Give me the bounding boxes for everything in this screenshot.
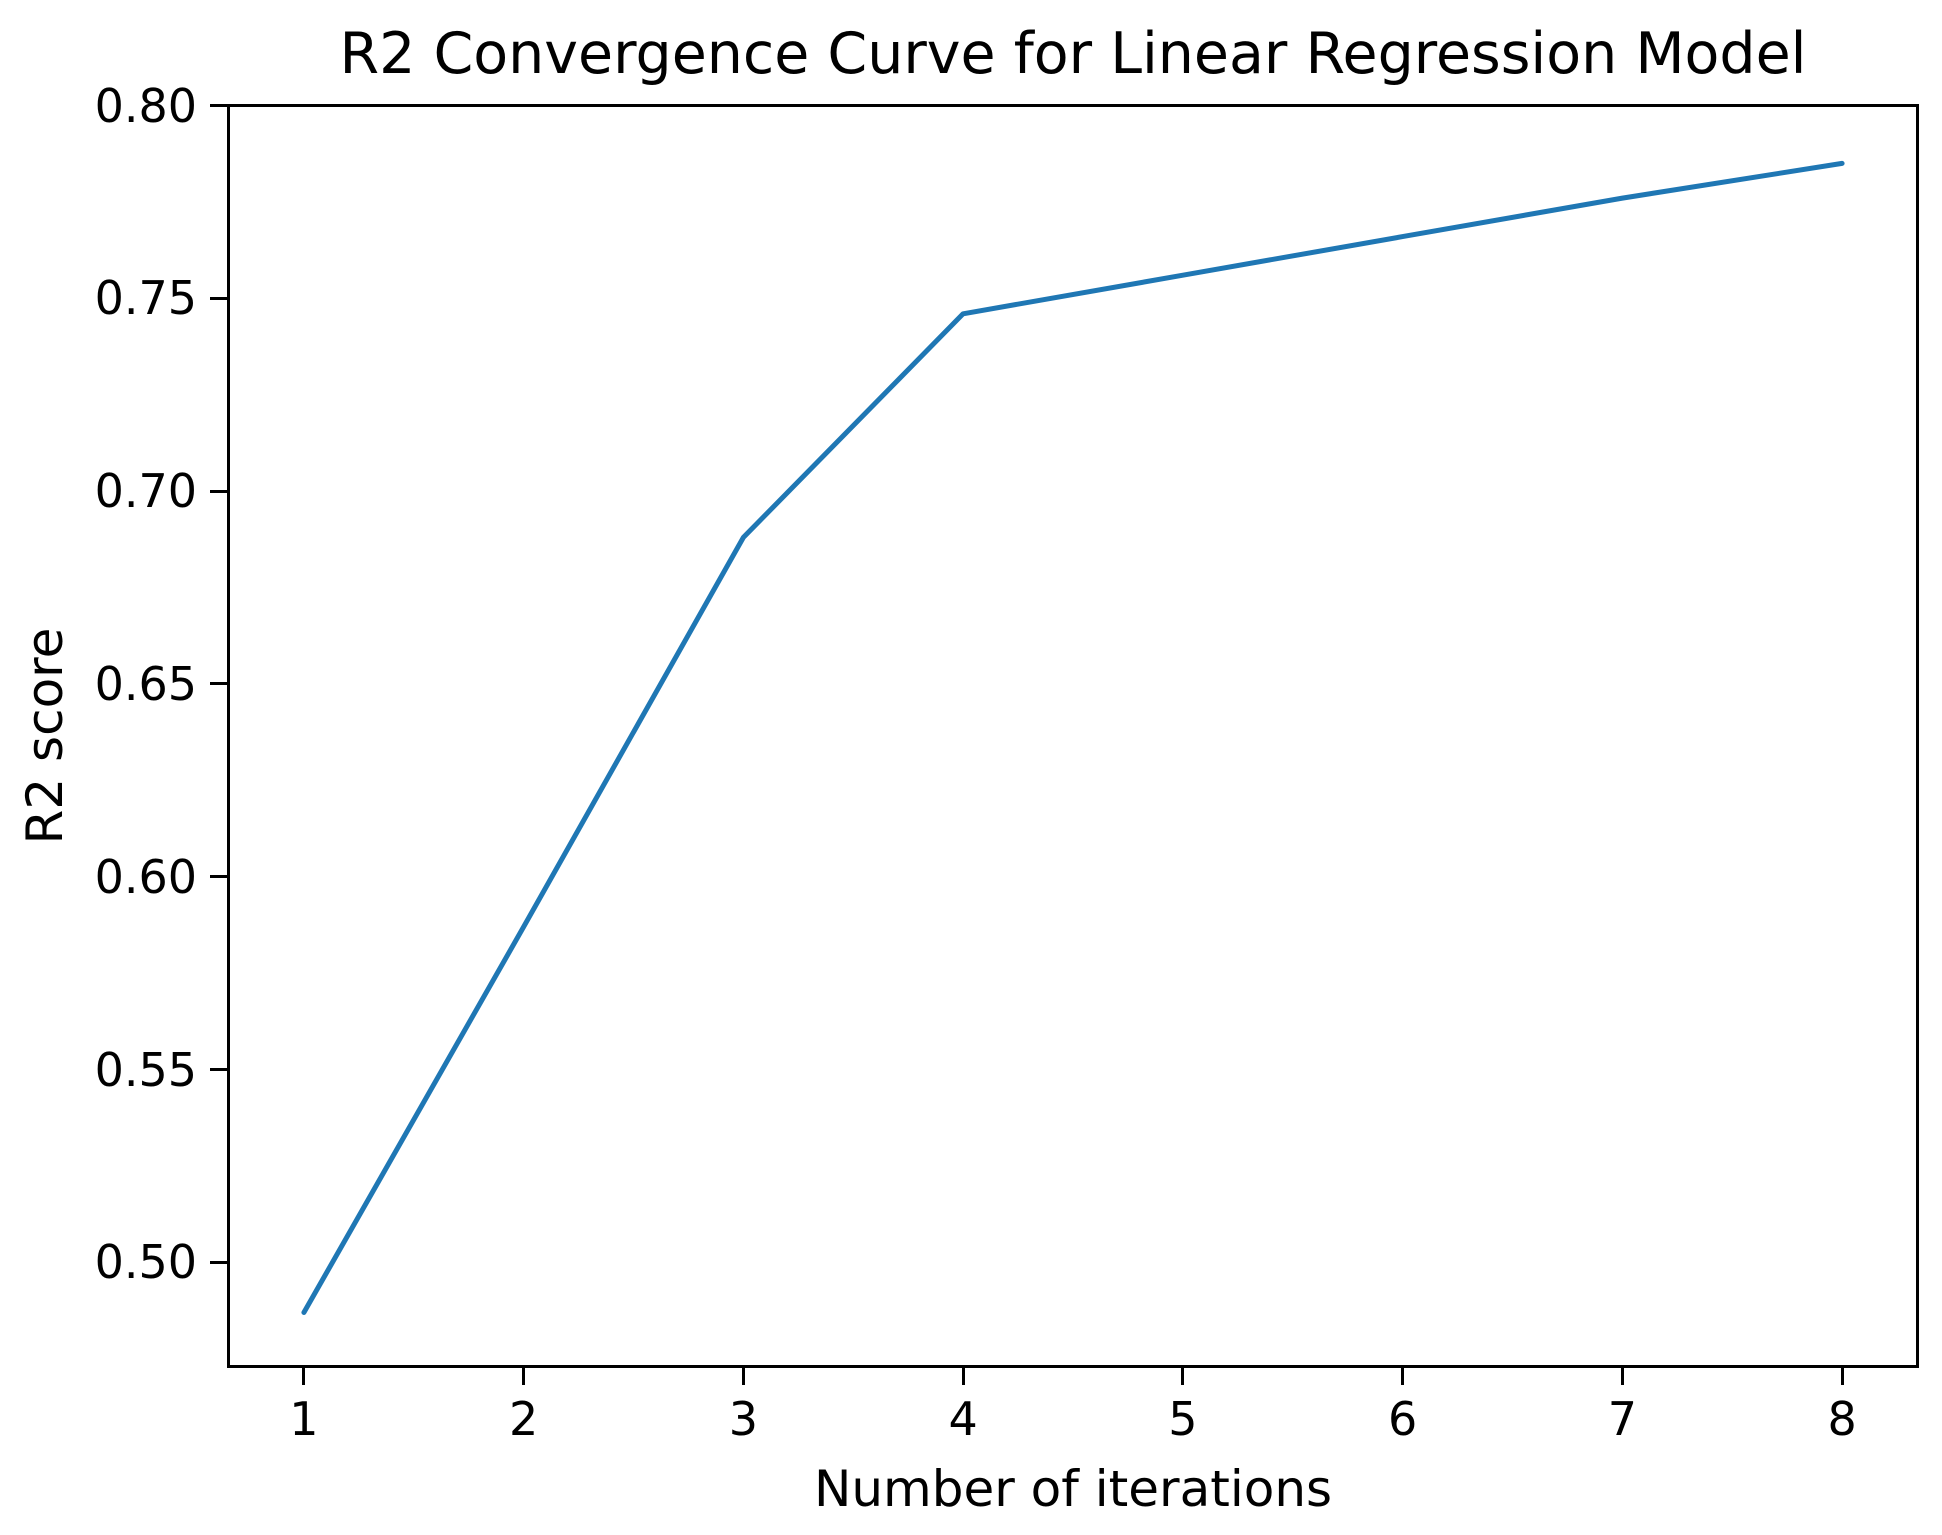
- x-tick-mark: [741, 1368, 745, 1385]
- y-tick-mark: [210, 1068, 227, 1072]
- line-series-svg: [301, 160, 1845, 1315]
- y-tick-mark: [210, 296, 227, 300]
- y-tick-label: 0.50: [94, 1235, 197, 1290]
- plot-area: [227, 104, 1919, 1368]
- x-tick-mark: [302, 1368, 306, 1385]
- y-tick-label: 0.70: [94, 464, 197, 519]
- x-tick-label: 3: [728, 1392, 759, 1446]
- x-tick-label: 8: [1827, 1392, 1857, 1446]
- x-axis-label: Number of iterations: [813, 1460, 1333, 1518]
- x-tick-mark: [1181, 1368, 1185, 1385]
- r2-convergence-line: [301, 160, 1845, 1315]
- x-tick-label: 1: [289, 1392, 319, 1446]
- x-tick-mark: [1401, 1368, 1405, 1385]
- x-tick-mark: [1840, 1368, 1844, 1385]
- y-tick-label: 0.65: [94, 656, 197, 711]
- y-tick-mark: [210, 489, 227, 493]
- y-tick-mark: [210, 875, 227, 879]
- x-tick-label: 6: [1387, 1392, 1418, 1446]
- y-tick-mark: [210, 682, 227, 686]
- y-tick-mark: [210, 1260, 227, 1264]
- y-tick-label: 0.60: [94, 849, 197, 904]
- chart-title: R2 Convergence Curve for Linear Regressi…: [339, 21, 1807, 87]
- x-tick-label: 2: [509, 1392, 539, 1446]
- x-tick-mark: [1620, 1368, 1624, 1385]
- x-tick-label: 7: [1607, 1392, 1637, 1446]
- x-tick-mark: [522, 1368, 526, 1385]
- x-tick-label: 4: [948, 1392, 978, 1446]
- y-tick-label: 0.75: [94, 271, 197, 326]
- y-tick-label: 0.80: [94, 78, 197, 133]
- x-tick-mark: [961, 1368, 965, 1385]
- y-tick-mark: [210, 104, 227, 108]
- y-axis-label: R2 score: [16, 627, 74, 845]
- y-tick-label: 0.55: [94, 1042, 197, 1097]
- x-tick-label: 5: [1168, 1392, 1198, 1446]
